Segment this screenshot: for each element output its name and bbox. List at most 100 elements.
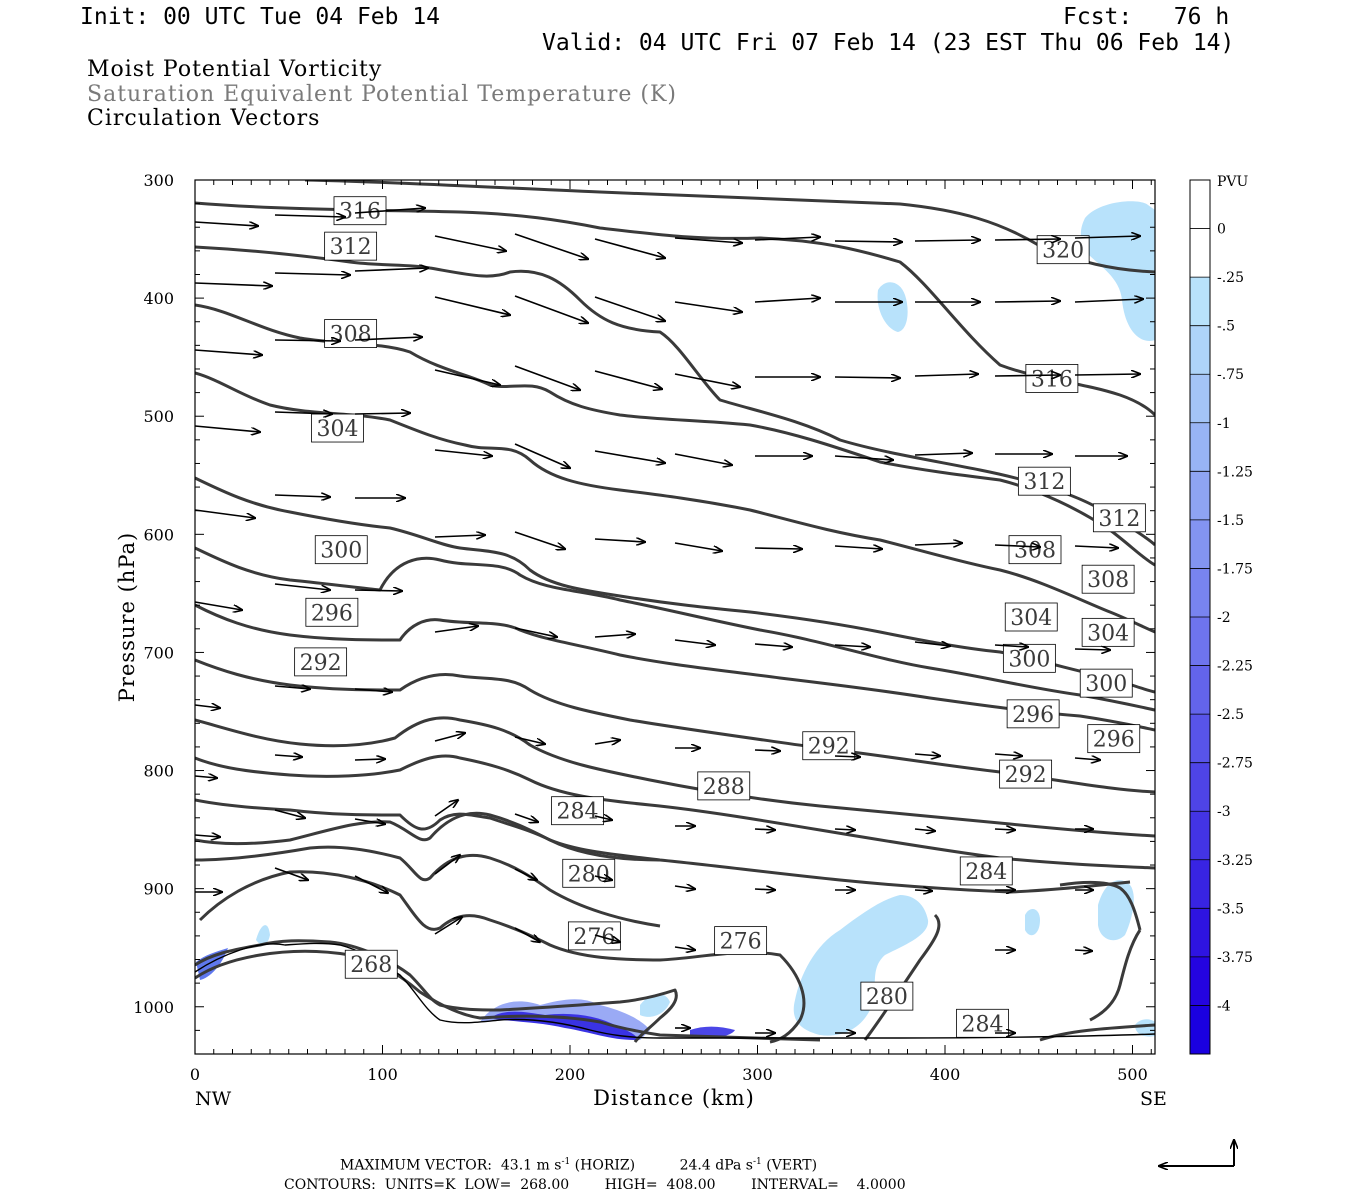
vector xyxy=(1074,299,1143,302)
colorbar-label: -2 xyxy=(1217,610,1231,626)
vector xyxy=(274,867,308,880)
colorbar-swatch xyxy=(1190,859,1210,909)
vector xyxy=(1074,950,1092,951)
vector xyxy=(994,829,1015,830)
vector xyxy=(194,425,260,432)
vector xyxy=(994,545,1040,547)
svg-text:296: 296 xyxy=(1093,728,1135,753)
vector xyxy=(274,686,310,689)
contour-280-mid xyxy=(195,754,1155,870)
vector xyxy=(994,754,1022,756)
vector xyxy=(914,829,935,831)
svg-text:304: 304 xyxy=(317,417,359,442)
colorbar-label: -3.75 xyxy=(1217,950,1253,966)
contour-label: 268 xyxy=(344,949,398,979)
vector xyxy=(834,829,855,830)
colorbar-swatch xyxy=(1190,471,1210,521)
contour-label: 292 xyxy=(802,731,856,761)
vector xyxy=(194,349,262,355)
contour-284-loop-2 xyxy=(1089,929,1142,1022)
colorbar-swatch xyxy=(1190,374,1210,424)
vector xyxy=(1074,546,1118,548)
vector xyxy=(274,273,350,275)
vector xyxy=(194,283,272,286)
contour-312 xyxy=(195,245,1155,547)
reference-vector-symbol xyxy=(1159,1140,1234,1166)
contour-284-low xyxy=(863,913,941,1041)
vector xyxy=(354,818,385,824)
svg-text:296: 296 xyxy=(1012,703,1054,728)
vector xyxy=(994,645,1028,647)
vector xyxy=(754,548,802,549)
vector xyxy=(914,374,978,376)
vector xyxy=(1074,374,1140,375)
max-horiz-value: 43.1 m s xyxy=(500,1157,562,1174)
svg-text:304: 304 xyxy=(1087,621,1129,646)
vector xyxy=(354,590,402,591)
vector xyxy=(994,375,1060,376)
vector xyxy=(594,740,620,744)
pv-region-upper-mid xyxy=(877,282,908,332)
vector xyxy=(754,644,792,647)
x-tick-label: 500 xyxy=(1117,1065,1148,1084)
contour-label: 308 xyxy=(324,319,378,348)
init-time-label: Init: 00 UTC Tue 04 Feb 14 xyxy=(80,4,441,30)
vector xyxy=(434,626,478,633)
y-tick-label: 1000 xyxy=(133,998,174,1017)
contour-label: 292 xyxy=(999,759,1053,789)
svg-text:308: 308 xyxy=(1087,568,1129,593)
vector xyxy=(914,543,962,545)
circulation-vectors xyxy=(194,208,1143,1033)
svg-text:292: 292 xyxy=(300,651,342,676)
svg-text:300: 300 xyxy=(1085,672,1127,697)
vector xyxy=(354,875,388,893)
contour-288 xyxy=(195,658,1155,794)
y-tick-label: 800 xyxy=(143,762,174,781)
contour-labels: 316 312 308 304 300 296 292 288 292 284 280 276 276 2… xyxy=(294,196,1146,1038)
x-axis-right-end: SE xyxy=(1140,1088,1167,1110)
contour-label: 308 xyxy=(1008,535,1062,565)
svg-text:284: 284 xyxy=(965,860,1007,885)
vector xyxy=(674,453,732,465)
colorbar-swatch xyxy=(1190,519,1210,569)
vector xyxy=(274,495,330,497)
vector xyxy=(354,689,392,692)
vector xyxy=(354,208,425,214)
vector xyxy=(914,642,950,646)
vector xyxy=(594,296,665,321)
vector xyxy=(674,373,740,387)
colorbar-title: PVU xyxy=(1217,174,1249,190)
vector xyxy=(434,535,485,537)
colorbar-swatch xyxy=(1190,811,1210,861)
contour-320 xyxy=(304,180,1155,274)
forecast-hour-label: Fcst: 76 h xyxy=(1063,4,1230,30)
vector xyxy=(754,889,775,890)
contour-label: 276 xyxy=(714,926,768,956)
pv-region-lower-mid xyxy=(793,895,929,1036)
contour-292 xyxy=(195,603,1155,732)
vector xyxy=(434,733,465,742)
colorbar: 0 -.25 -.5 -.75 -1 -1.25 -1.5 -1.75 -2 -2.25 -2.5 -… xyxy=(1189,179,1253,1055)
vector xyxy=(274,809,305,818)
y-tick-label: 600 xyxy=(143,525,174,544)
svg-text:312: 312 xyxy=(1098,507,1140,532)
svg-text:280: 280 xyxy=(568,862,610,887)
colorbar-frame xyxy=(1189,179,1211,1055)
contour-272-surface xyxy=(195,949,821,1042)
x-axis-left-end: NW xyxy=(195,1088,232,1110)
vector xyxy=(1074,758,1100,760)
svg-text:276: 276 xyxy=(573,925,615,950)
vector xyxy=(354,337,422,340)
contour-label: 300 xyxy=(1079,668,1133,698)
colorbar-label: -3.25 xyxy=(1217,853,1253,869)
vector xyxy=(834,546,882,549)
svg-text:280: 280 xyxy=(866,985,908,1010)
contour-276-low xyxy=(195,845,661,928)
colorbar-swatch xyxy=(1190,277,1210,327)
contour-label: 304 xyxy=(311,413,364,443)
colorbar-label: -.75 xyxy=(1217,367,1244,383)
vector xyxy=(354,413,410,414)
contour-304 xyxy=(195,371,1155,634)
pv-region-lower-right-2 xyxy=(1025,908,1040,936)
